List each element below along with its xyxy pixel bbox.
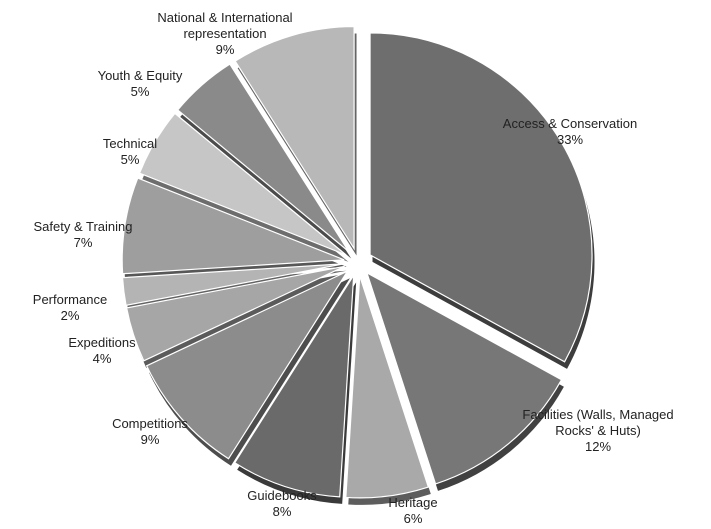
pie-slice: [145, 269, 350, 460]
slice-percent-label: 7%: [74, 235, 93, 250]
slice-percent-label: 12%: [585, 439, 611, 454]
pie-slice: [345, 275, 430, 499]
pie-slice: [234, 25, 355, 251]
slice-layer: [121, 25, 593, 499]
slice-label: National & International representation 9%: [157, 10, 292, 57]
slice-percent-label: 8%: [273, 504, 292, 519]
pie-slice: [365, 271, 563, 485]
label-layer: Access & Conservation 33% Facilities (Wall…: [33, 10, 674, 526]
slice-label: Facilities (Walls, Managed Rocks' & Huts)…: [522, 407, 673, 454]
slice-label: Safety & Training 7%: [34, 219, 133, 250]
slice-percent-label: 2%: [61, 308, 80, 323]
slice-label: Technical 5%: [103, 136, 157, 167]
slice-percent-label: 5%: [131, 84, 150, 99]
slice-percent-label: 6%: [404, 511, 423, 524]
slice-percent-label: 9%: [141, 432, 160, 447]
slice-percent-label: 9%: [216, 42, 235, 57]
pie-slice: [176, 63, 350, 252]
slice-label: Heritage 6%: [388, 495, 437, 524]
pie-slice: [369, 32, 593, 363]
pie-slice: [138, 112, 347, 256]
slice-percent-label: 5%: [121, 152, 140, 167]
slice-label: Expeditions 4%: [68, 335, 136, 366]
slice-label: Performance 2%: [33, 292, 107, 323]
slice-percent-label: 33%: [557, 132, 583, 147]
pie-slice: [121, 177, 345, 275]
slice-label: Access & Conservation 33%: [503, 116, 637, 147]
slice-percent-label: 4%: [93, 351, 112, 366]
pie-slice: [125, 265, 345, 362]
slice-label: Youth & Equity 5%: [98, 68, 183, 99]
slice-label: Competitions 9%: [112, 416, 188, 447]
pie-slice: [121, 263, 345, 307]
slice-label: Guidebooks 8%: [247, 488, 317, 519]
pie-slice: [233, 274, 355, 498]
